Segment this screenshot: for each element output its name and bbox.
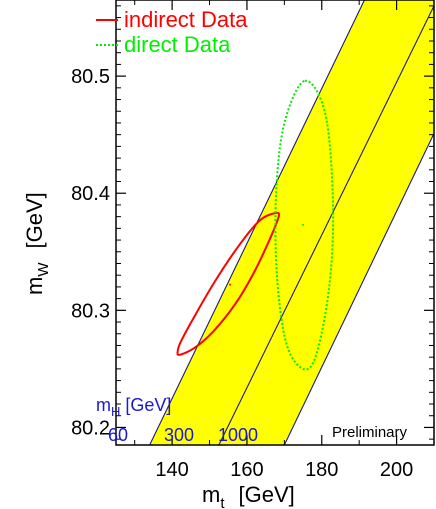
- y-tick-label: 80.3: [71, 300, 110, 322]
- x-tick-label: 180: [305, 459, 338, 481]
- ticks-layer: 140 160 180 200 80.2 80.3 80.4 80.5: [71, 0, 435, 481]
- mh-value-300: 300: [164, 425, 194, 445]
- mh-value-1000: 1000: [218, 425, 258, 445]
- indirect-data-contour: [176, 211, 280, 356]
- y-tick-label: 80.5: [71, 66, 110, 88]
- direct-data-contour: [274, 79, 335, 371]
- sm-band-fill: [149, 0, 434, 445]
- y-axis-label: mW [GeV]: [22, 192, 52, 295]
- mh-label: mH [GeV] 60 300 1000: [96, 395, 258, 445]
- legend: indirect Data direct Data: [96, 7, 248, 57]
- series-layer: [176, 79, 335, 371]
- svg-text:mt[GeV]: mt [GeV]: [202, 482, 295, 509]
- y-tick-label: 80.4: [71, 183, 110, 205]
- svg-text:mH[GeV]: mH [GeV]: [96, 395, 171, 419]
- x-tick-label: 160: [230, 459, 263, 481]
- y-tick-label: 80.2: [71, 417, 110, 439]
- legend-indirect-label: indirect Data: [124, 7, 248, 32]
- mh-label-main: m: [96, 395, 111, 415]
- legend-direct-label: direct Data: [124, 32, 231, 57]
- y-axis-label-sub: W: [35, 262, 52, 277]
- mh-value-60: 60: [108, 425, 128, 445]
- x-axis-label: mt [GeV]: [202, 482, 295, 509]
- x-axis-label-sub: t: [220, 495, 225, 509]
- x-axis-label-main: m: [202, 482, 220, 507]
- y-axis-label-main: m: [22, 277, 47, 295]
- y-axis-label-unit: [GeV]: [22, 192, 47, 248]
- plot-frame: [115, 0, 435, 446]
- axes-layer: [115, 0, 435, 446]
- svg-text:mW[GeV]: mW [GeV]: [22, 192, 52, 295]
- mh-label-sub: H: [111, 404, 120, 419]
- x-tick-label: 200: [380, 459, 413, 481]
- x-tick-label: 140: [155, 459, 188, 481]
- band-layer: [149, 0, 434, 445]
- mh-line-300: [218, 5, 434, 445]
- mh-line-1000: [283, 133, 434, 445]
- preliminary-annotation: Preliminary: [332, 424, 408, 441]
- mh-label-unit: [GeV]: [125, 395, 171, 415]
- x-axis-label-unit: [GeV]: [239, 482, 295, 507]
- direct-center-marker: [302, 223, 305, 226]
- indirect-center-marker: [229, 283, 232, 286]
